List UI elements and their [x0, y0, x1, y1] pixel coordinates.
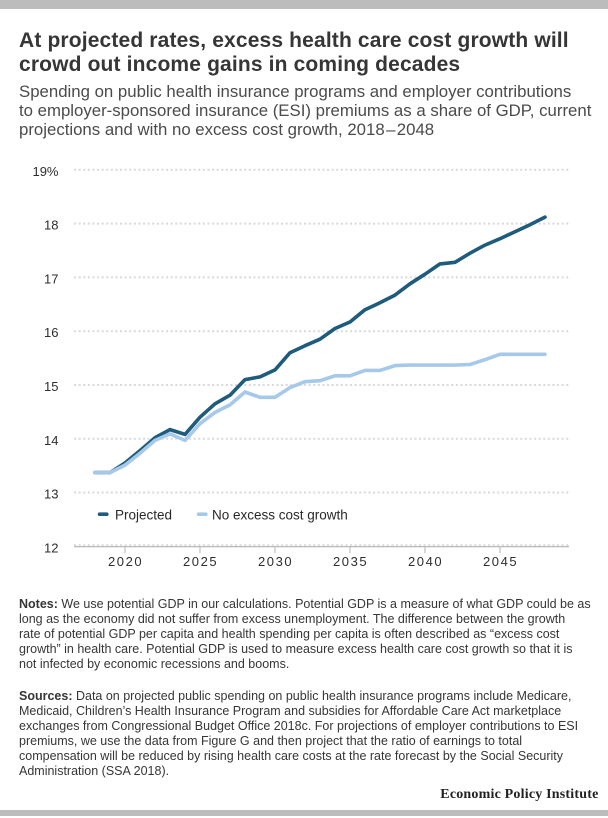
svg-text:2045: 2045 — [483, 554, 518, 569]
svg-text:13: 13 — [44, 487, 58, 502]
svg-text:18: 18 — [44, 218, 58, 233]
svg-text:No excess cost growth: No excess cost growth — [212, 507, 348, 522]
svg-text:15: 15 — [44, 379, 58, 394]
svg-text:14: 14 — [44, 433, 58, 448]
svg-text:2020: 2020 — [108, 554, 143, 569]
svg-text:17: 17 — [44, 271, 58, 286]
svg-text:12: 12 — [44, 540, 58, 555]
svg-text:16: 16 — [44, 325, 58, 340]
svg-text:Projected: Projected — [115, 507, 172, 522]
svg-text:2030: 2030 — [258, 554, 293, 569]
svg-text:2035: 2035 — [333, 554, 368, 569]
svg-text:2040: 2040 — [408, 554, 443, 569]
svg-text:19%: 19% — [32, 164, 58, 179]
svg-text:2025: 2025 — [183, 554, 218, 569]
